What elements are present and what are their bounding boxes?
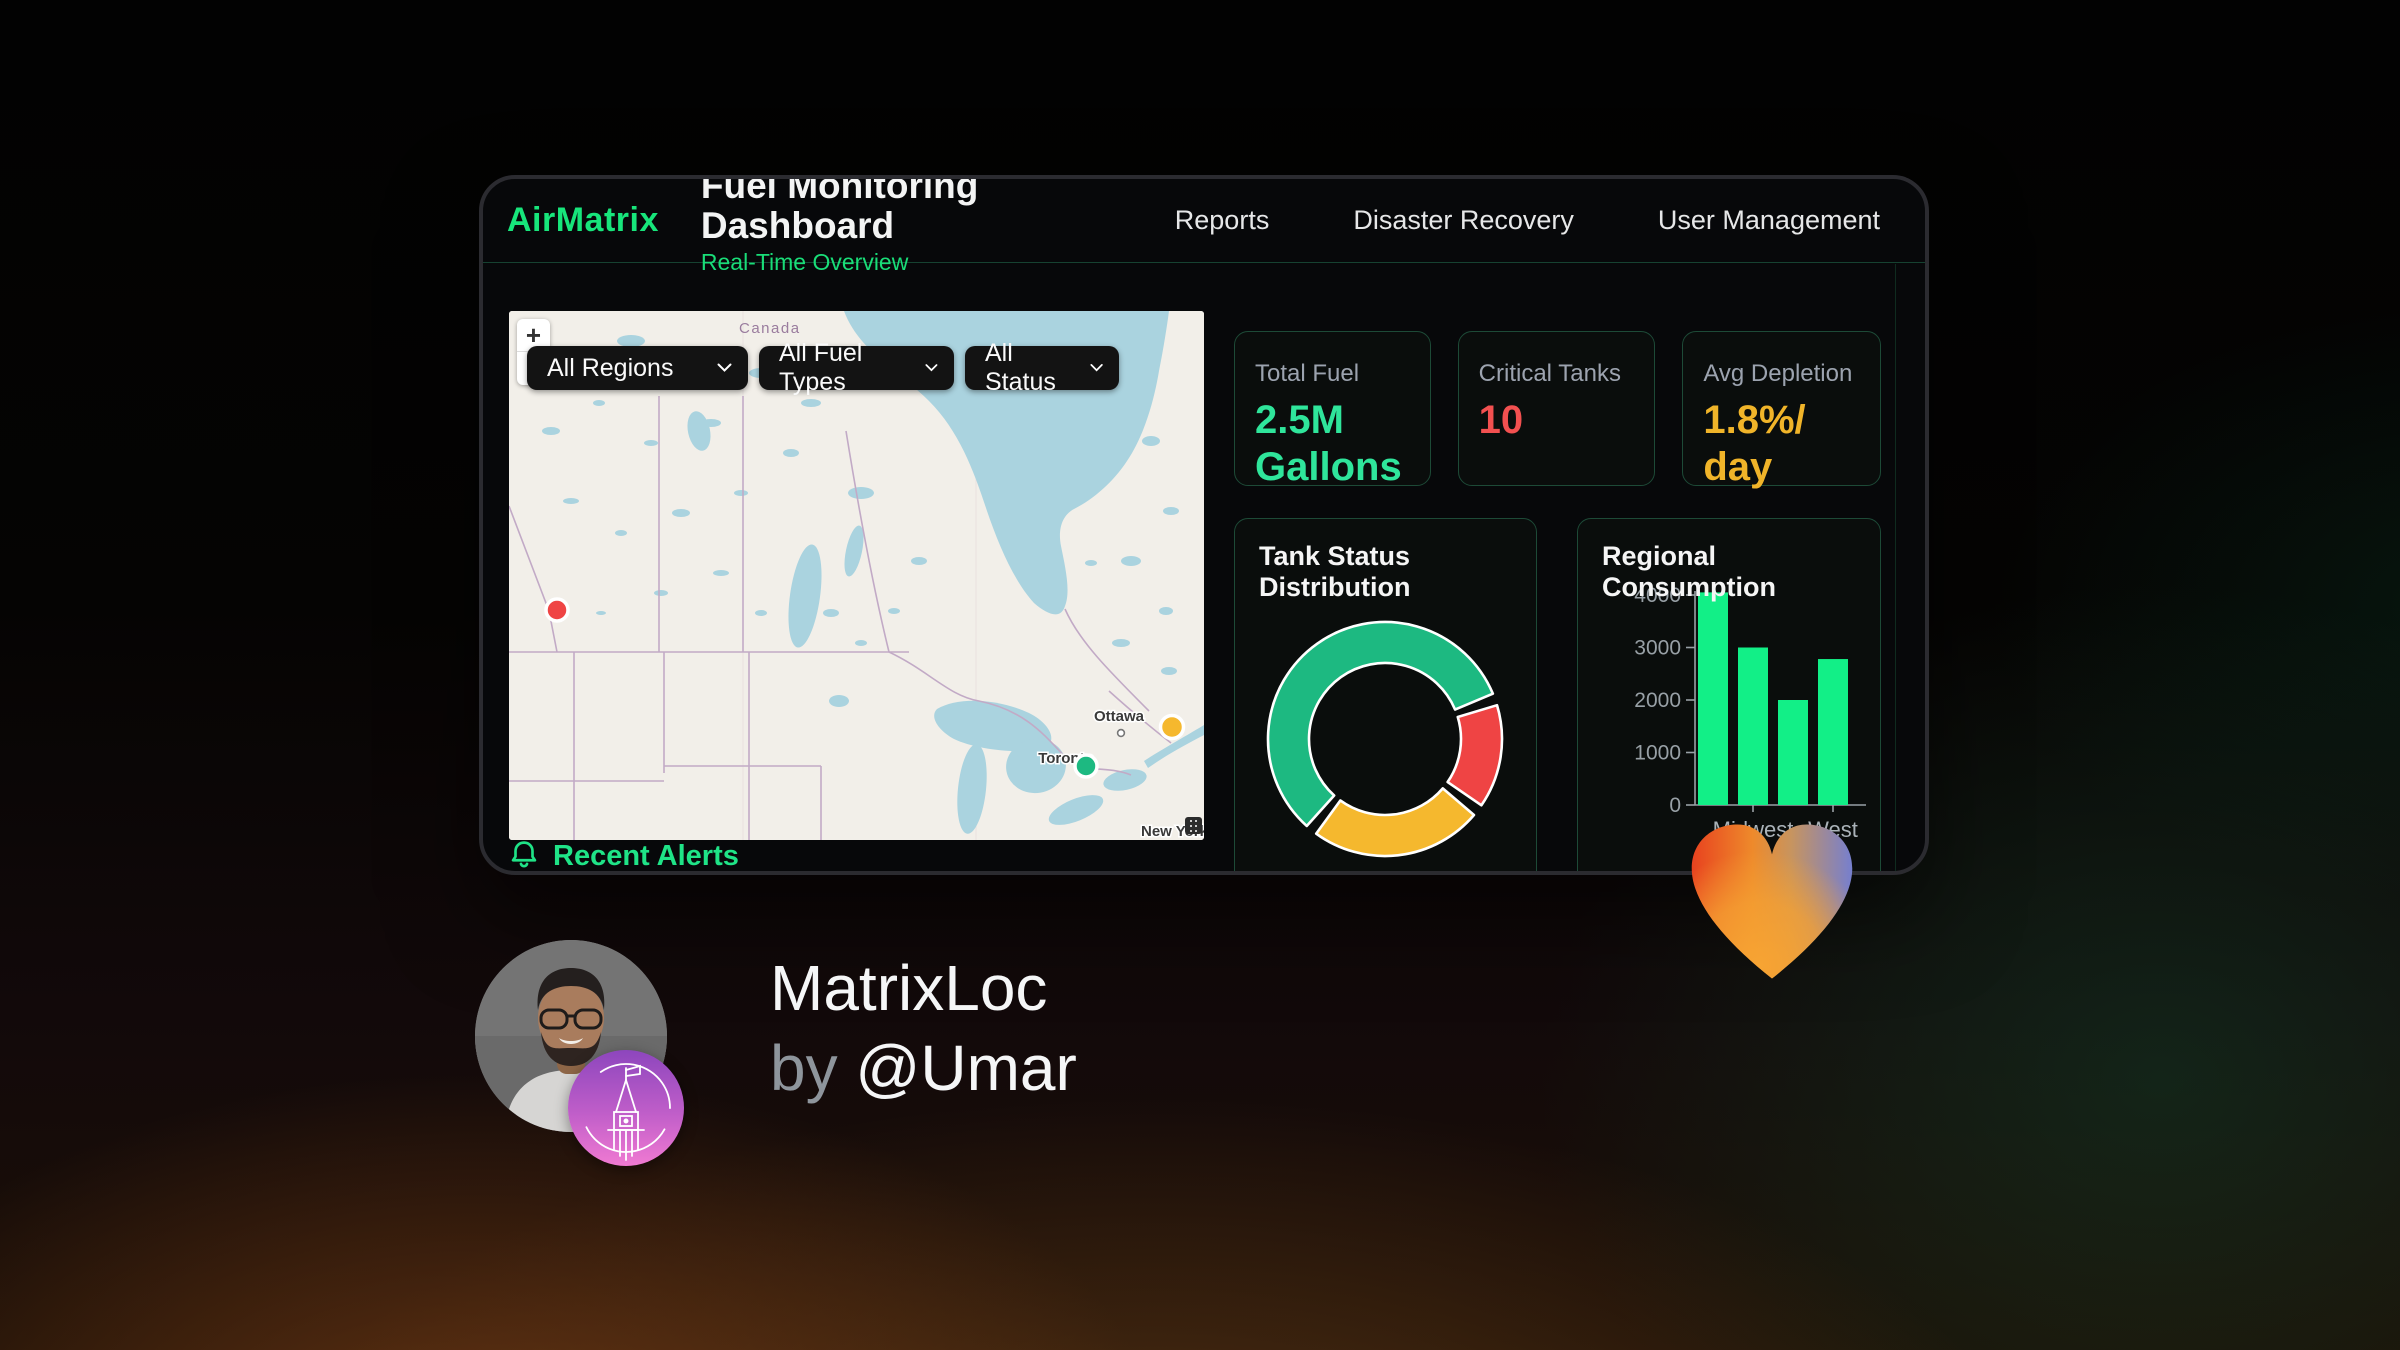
right-column: Total Fuel 2.5M Gallons Critical Tanks 1… bbox=[1234, 331, 1882, 871]
status-filter-value: All Status bbox=[985, 339, 1056, 396]
chart-title: Regional Consumption bbox=[1602, 541, 1776, 602]
credit-title: MatrixLoc bbox=[770, 952, 1048, 1024]
chevron-down-icon bbox=[717, 363, 732, 372]
map-marker-normal[interactable] bbox=[1073, 753, 1099, 779]
stat-label: Total Fuel bbox=[1255, 360, 1360, 387]
zoom-in-button[interactable]: + bbox=[525, 319, 542, 350]
regional-consumption-chart-card: 01000200030004000MidwestWest Regional Co… bbox=[1577, 518, 1881, 871]
map-label-canada: Canada bbox=[739, 320, 801, 337]
tank-status-donut-chart bbox=[1266, 620, 1504, 858]
stat-label: Critical Tanks bbox=[1478, 360, 1621, 387]
tank-status-chart-card: Tank Status Distribution bbox=[1234, 518, 1537, 871]
stat-value: 2.5M Gallons bbox=[1255, 398, 1402, 489]
svg-text:3000: 3000 bbox=[1634, 637, 1681, 660]
credit-text: MatrixLoc by @Umar bbox=[770, 948, 1077, 1108]
chevron-down-icon bbox=[925, 364, 938, 372]
fuel-type-filter-dropdown[interactable]: All Fuel Types bbox=[759, 339, 954, 396]
recent-alerts-title: Recent Alerts bbox=[553, 839, 739, 872]
stat-label: Avg Depletion bbox=[1703, 360, 1853, 387]
chart-title: Tank Status Distribution bbox=[1259, 541, 1411, 602]
credit-by: by bbox=[770, 1032, 838, 1104]
svg-text:2000: 2000 bbox=[1634, 689, 1681, 712]
fuel-type-filter-value: All Fuel Types bbox=[779, 339, 863, 396]
stat-card-avg-depletion: Avg Depletion 1.8%/ day bbox=[1682, 331, 1882, 489]
recent-alerts-section: Recent Alerts bbox=[509, 839, 739, 872]
region-filter-dropdown[interactable]: All Regions bbox=[527, 346, 748, 390]
title-block: Fuel Monitoring Dashboard Real-Time Over… bbox=[700, 175, 1175, 276]
map-drag-handle-icon[interactable] bbox=[1185, 817, 1202, 834]
stat-value: 10 bbox=[1478, 398, 1524, 442]
chevron-down-icon bbox=[1090, 364, 1103, 372]
heart-icon bbox=[1691, 824, 1853, 979]
nav-disaster-recovery[interactable]: Disaster Recovery bbox=[1353, 205, 1574, 235]
dashboard-window: AirMatrix Fuel Monitoring Dashboard Real… bbox=[479, 175, 1929, 875]
credit-handle: @Umar bbox=[855, 1032, 1077, 1104]
main-nav: Reports Disaster Recovery User Managemen… bbox=[1175, 205, 1880, 236]
content-divider bbox=[1895, 264, 1896, 871]
header: AirMatrix Fuel Monitoring Dashboard Real… bbox=[483, 179, 1925, 275]
stat-card-total-fuel: Total Fuel 2.5M Gallons bbox=[1234, 331, 1431, 489]
fuel-map[interactable]: Canada Ottawa Toronto New York + All Reg… bbox=[509, 311, 1204, 840]
brand-logo: AirMatrix bbox=[507, 201, 659, 239]
nav-user-management[interactable]: User Management bbox=[1657, 205, 1880, 235]
bell-icon bbox=[511, 841, 537, 868]
tower-badge-icon bbox=[568, 1050, 684, 1166]
svg-text:1000: 1000 bbox=[1634, 742, 1681, 765]
stats-row: Total Fuel 2.5M Gallons Critical Tanks 1… bbox=[1234, 331, 1882, 489]
credit-byline: by @Umar bbox=[770, 1028, 1077, 1108]
page-subtitle: Real-Time Overview bbox=[700, 248, 909, 275]
map-filters: All Regions All Fuel Types All Status bbox=[527, 339, 1119, 396]
svg-text:0: 0 bbox=[1669, 794, 1681, 817]
nav-reports[interactable]: Reports bbox=[1174, 205, 1270, 235]
svg-text:4000: 4000 bbox=[1634, 584, 1681, 607]
page-title: Fuel Monitoring Dashboard bbox=[700, 175, 979, 246]
stat-card-critical-tanks: Critical Tanks 10 bbox=[1457, 331, 1656, 486]
map-marker-critical[interactable] bbox=[544, 597, 570, 623]
map-marker-warning[interactable] bbox=[1158, 713, 1186, 741]
status-filter-dropdown[interactable]: All Status bbox=[965, 339, 1119, 396]
ottawa-town-dot bbox=[1116, 728, 1126, 738]
map-label-ottawa: Ottawa bbox=[1094, 708, 1145, 725]
region-filter-value: All Regions bbox=[547, 353, 674, 382]
stat-value: 1.8%/ day bbox=[1703, 398, 1806, 489]
